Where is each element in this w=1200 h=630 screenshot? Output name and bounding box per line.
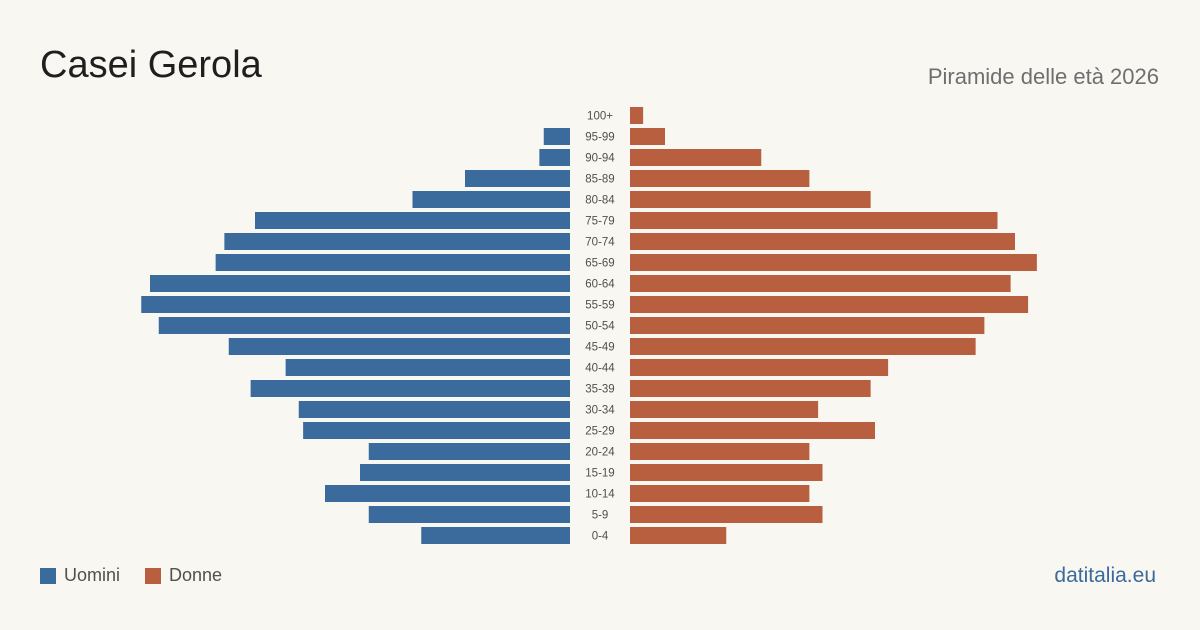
bar-female-10-14 [630, 485, 810, 502]
age-label-10-14: 10-14 [585, 489, 615, 501]
bar-female-0-4 [630, 527, 727, 544]
bar-female-65-69 [630, 254, 1037, 271]
bar-female-15-19 [630, 464, 823, 481]
legend-label-female: Donne [169, 565, 223, 585]
bar-male-75-79 [255, 212, 570, 229]
bar-male-90-94 [539, 149, 570, 166]
legend: Uomini Donne [40, 565, 247, 586]
age-label-45-49: 45-49 [585, 342, 614, 354]
age-label-90-94: 90-94 [585, 153, 615, 165]
age-label-20-24: 20-24 [585, 447, 615, 459]
bar-male-0-4 [421, 527, 570, 544]
bar-female-25-29 [630, 422, 875, 439]
bar-male-55-59 [141, 296, 570, 313]
bar-male-25-29 [303, 422, 570, 439]
age-label-75-79: 75-79 [585, 216, 614, 228]
legend-item-male: Uomini [40, 565, 120, 586]
age-label-25-29: 25-29 [585, 426, 614, 438]
bar-female-100+ [630, 107, 644, 124]
legend-item-female: Donne [145, 565, 222, 586]
age-label-30-34: 30-34 [585, 405, 615, 417]
age-label-95-99: 95-99 [585, 132, 614, 144]
age-label-60-64: 60-64 [585, 279, 615, 291]
legend-swatch-male [40, 567, 56, 584]
bar-male-60-64 [150, 275, 570, 292]
bar-male-35-39 [250, 380, 570, 397]
legend-swatch-female [145, 567, 162, 584]
bar-female-85-89 [630, 170, 810, 187]
bar-male-80-84 [412, 191, 570, 208]
bar-female-60-64 [630, 275, 1011, 292]
age-label-65-69: 65-69 [585, 258, 614, 270]
age-label-100+: 100+ [587, 111, 613, 123]
bar-male-5-9 [368, 506, 570, 523]
bar-female-70-74 [630, 233, 1015, 250]
bar-female-90-94 [630, 149, 762, 166]
age-label-80-84: 80-84 [585, 195, 615, 207]
bar-female-45-49 [630, 338, 976, 355]
bar-male-15-19 [360, 464, 570, 481]
bar-male-20-24 [368, 443, 570, 460]
bar-female-30-34 [630, 401, 819, 418]
bar-female-35-39 [630, 380, 871, 397]
bar-female-50-54 [630, 317, 985, 334]
bar-female-5-9 [630, 506, 823, 523]
bar-male-50-54 [158, 317, 570, 334]
age-label-15-19: 15-19 [585, 468, 614, 480]
legend-label-male: Uomini [64, 565, 121, 585]
bar-male-40-44 [285, 359, 570, 376]
bar-female-20-24 [630, 443, 810, 460]
age-label-55-59: 55-59 [585, 300, 614, 312]
bar-female-80-84 [630, 191, 871, 208]
chart-subtitle: Piramide delle età 2026 [927, 64, 1159, 89]
bar-female-95-99 [630, 128, 665, 145]
bar-male-30-34 [298, 401, 570, 418]
age-label-85-89: 85-89 [585, 174, 614, 186]
bar-male-45-49 [228, 338, 570, 355]
bar-male-70-74 [224, 233, 570, 250]
age-label-40-44: 40-44 [585, 363, 615, 375]
age-label-50-54: 50-54 [585, 321, 615, 333]
chart-title: Casei Gerola [40, 44, 262, 86]
bar-female-55-59 [630, 296, 1029, 313]
age-label-5-9: 5-9 [592, 510, 609, 522]
age-label-0-4: 0-4 [592, 531, 609, 543]
bar-male-65-69 [215, 254, 570, 271]
brand-link[interactable]: datitalia.eu [1054, 564, 1156, 587]
bar-female-75-79 [630, 212, 998, 229]
bar-male-10-14 [325, 485, 570, 502]
bar-male-95-99 [543, 128, 570, 145]
age-label-35-39: 35-39 [585, 384, 614, 396]
bar-male-85-89 [465, 170, 570, 187]
bar-female-40-44 [630, 359, 889, 376]
age-label-70-74: 70-74 [585, 237, 615, 249]
